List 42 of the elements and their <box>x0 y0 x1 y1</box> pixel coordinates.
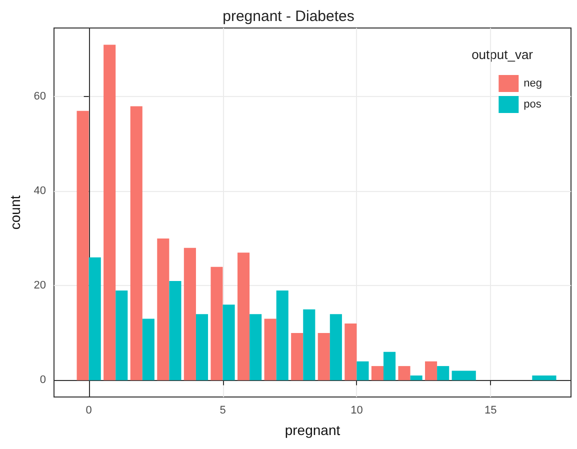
legend-title: output_var <box>472 47 534 62</box>
bar <box>169 281 182 380</box>
bar <box>196 314 208 380</box>
bar <box>104 44 116 380</box>
bar <box>276 290 288 380</box>
x-tick-label: 5 <box>220 404 226 416</box>
legend-label: neg <box>524 78 542 90</box>
bar <box>184 248 196 380</box>
bar <box>291 332 304 380</box>
y-tick-label: 60 <box>34 90 46 103</box>
bar <box>398 366 410 380</box>
x-axis-title: pregnant <box>284 422 340 438</box>
bar <box>425 361 438 380</box>
bar <box>237 252 250 380</box>
bar <box>330 314 342 380</box>
x-tick-label: 0 <box>86 404 92 416</box>
bar <box>157 238 170 380</box>
bar <box>250 314 262 380</box>
bar <box>264 318 276 380</box>
chart-title: pregnant - Diabetes <box>222 8 354 25</box>
bar <box>371 366 384 380</box>
bar <box>116 290 128 380</box>
bar <box>383 352 396 380</box>
bar <box>130 106 142 380</box>
bar <box>210 266 223 380</box>
x-tick-label: 15 <box>484 404 497 416</box>
bar <box>222 304 235 380</box>
bar <box>318 332 330 380</box>
bar <box>142 318 154 380</box>
bar <box>88 257 101 380</box>
y-tick-label: 0 <box>40 374 46 386</box>
bar <box>437 366 450 380</box>
bar <box>76 110 89 380</box>
x-tick-label: 10 <box>350 404 363 416</box>
bar <box>303 309 316 380</box>
y-axis-title: count <box>7 195 23 230</box>
bar <box>344 324 357 380</box>
bar <box>410 376 422 380</box>
bar <box>356 361 369 380</box>
legend-label: pos <box>524 98 542 110</box>
y-tick-label: 40 <box>34 185 46 198</box>
y-tick-label: 20 <box>34 280 46 292</box>
